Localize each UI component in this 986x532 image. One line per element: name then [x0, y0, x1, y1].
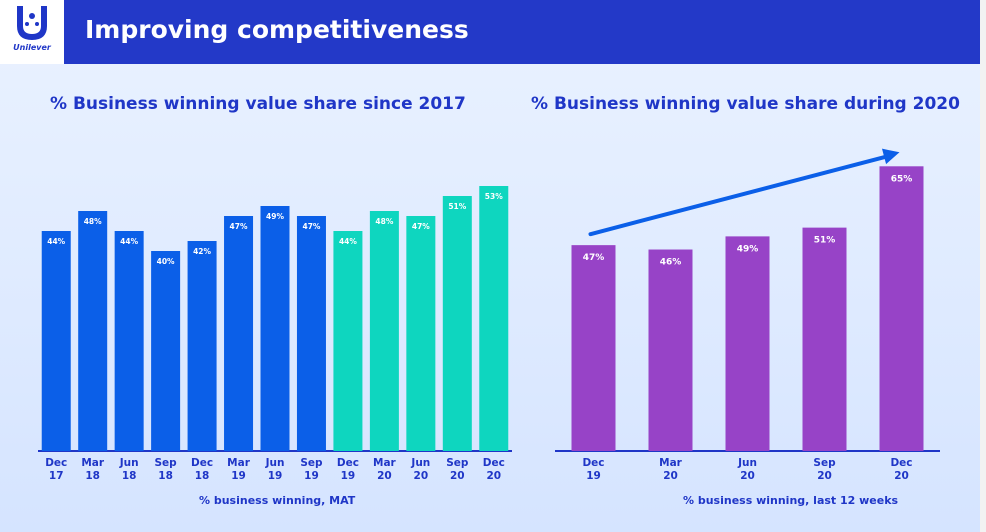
chart2-data-label: 51%	[814, 236, 836, 246]
chart2-tick-label: 20	[817, 470, 832, 482]
chart1-data-label: 42%	[193, 247, 211, 256]
chart1-data-label: 53%	[485, 192, 503, 201]
chart1-tick-label: 18	[158, 470, 173, 482]
chart2-data-label: 47%	[583, 253, 605, 263]
chart2-tick-label: 20	[663, 470, 678, 482]
chart1-bar	[260, 206, 290, 451]
chart1-tick-label: 20	[414, 470, 429, 482]
chart1-data-label: 49%	[266, 212, 284, 221]
chart1-tick-label: Dec	[483, 457, 505, 469]
chart1-bar	[78, 211, 108, 451]
chart1-tick-label: Jun	[265, 457, 285, 469]
chart1-data-label: 48%	[84, 217, 102, 226]
chart1-tick-label: Dec	[191, 457, 213, 469]
chart1-bar	[224, 216, 254, 451]
chart1-tick-label: Sep	[300, 457, 323, 469]
chart2-x-axis-title: % business winning, last 12 weeks	[683, 494, 899, 507]
unilever-u-icon	[17, 6, 47, 40]
chart2-data-label: 65%	[891, 174, 913, 184]
logo-wordmark: Unilever	[13, 43, 51, 52]
chart1-tick-label: 18	[85, 470, 100, 482]
chart1-data-label: 47%	[230, 222, 248, 231]
chart1-tick-label: 19	[231, 470, 246, 482]
trend-arrow-line	[588, 154, 890, 237]
chart1-tick-label: 19	[268, 470, 283, 482]
chart1-data-label: 47%	[412, 222, 430, 231]
chart2-bar	[571, 245, 616, 451]
chart1-data-label: 48%	[375, 217, 393, 226]
chart1-tick-label: Mar	[373, 457, 397, 469]
chart1-bar	[442, 196, 472, 451]
unilever-logo: Unilever	[0, 0, 64, 64]
chart1-tick-label: 18	[195, 470, 210, 482]
chart1-title: % Business winning value share since 201…	[50, 94, 466, 114]
chart1-tick-label: Dec	[337, 457, 359, 469]
chart1-tick-label: Sep	[446, 457, 469, 469]
chart2-tick-label: 20	[740, 470, 755, 482]
chart1-bar	[296, 216, 326, 451]
chart2-data-label: 49%	[737, 244, 759, 254]
chart1-bar	[479, 186, 509, 451]
chart2-tick-label: Jun	[737, 457, 757, 469]
chart1-data-label: 44%	[120, 237, 138, 246]
chart2-tick-label: 20	[894, 470, 909, 482]
chart2-tick-label: Sep	[813, 457, 836, 469]
chart1-tick-label: 17	[49, 470, 64, 482]
page-title: Improving competitiveness	[85, 15, 469, 44]
chart1-tick-label: Dec	[45, 457, 67, 469]
chart1-tick-label: 19	[341, 470, 356, 482]
chart1-tick-label: 20	[450, 470, 465, 482]
chart1-bar	[333, 231, 363, 451]
chart1-x-axis-title: % business winning, MAT	[199, 494, 356, 507]
chart1-bar	[114, 231, 144, 451]
chart1-tick-label: 18	[122, 470, 137, 482]
chart1-bar	[41, 231, 71, 451]
chart1-data-label: 44%	[47, 237, 65, 246]
chart1-tick-label: Mar	[81, 457, 105, 469]
chart1-data-label: 51%	[448, 202, 466, 211]
chart2-bar	[802, 227, 847, 451]
chart2-bar	[725, 236, 770, 451]
chart2-tick-label: Dec	[890, 457, 912, 469]
chart1-tick-label: Jun	[410, 457, 430, 469]
chart2-tick-label: Dec	[582, 457, 604, 469]
chart2-tick-label: 19	[586, 470, 601, 482]
chart2-title: % Business winning value share during 20…	[531, 94, 960, 114]
chart1-tick-label: 20	[486, 470, 501, 482]
chart1-tick-label: Jun	[119, 457, 139, 469]
chart1-bar	[406, 216, 436, 451]
chart1-tick-label: Mar	[227, 457, 251, 469]
chart2-bar	[648, 249, 693, 451]
trend-arrow-head	[881, 148, 900, 165]
chart1-tick-label: 19	[304, 470, 319, 482]
chart1-data-label: 40%	[157, 257, 175, 266]
slide-right-border	[980, 0, 986, 532]
chart1-data-label: 44%	[339, 237, 357, 246]
chart1-tick-label: Sep	[155, 457, 178, 469]
header-bar: Improving competitiveness	[0, 0, 980, 64]
chart2-data-label: 46%	[660, 258, 682, 268]
chart1-data-label: 47%	[302, 222, 320, 231]
chart2-bar	[879, 166, 924, 452]
chart2-tick-label: Mar	[659, 457, 683, 469]
chart1-tick-label: 20	[377, 470, 392, 482]
chart1-bar	[151, 251, 181, 451]
chart1-bar	[187, 241, 217, 451]
chart1-bar	[369, 211, 399, 451]
